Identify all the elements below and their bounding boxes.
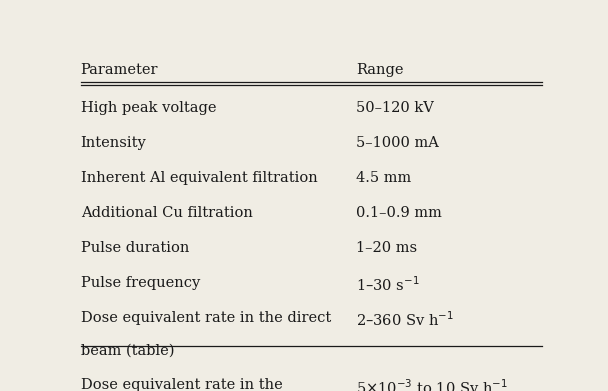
Text: Pulse duration: Pulse duration [81, 241, 189, 255]
Text: Range: Range [356, 63, 404, 77]
Text: Intensity: Intensity [81, 136, 147, 150]
Text: Inherent Al equivalent filtration: Inherent Al equivalent filtration [81, 171, 317, 185]
Text: 0.1–0.9 mm: 0.1–0.9 mm [356, 206, 442, 220]
Text: 4.5 mm: 4.5 mm [356, 171, 412, 185]
Text: Additional Cu filtration: Additional Cu filtration [81, 206, 252, 220]
Text: 5–1000 mA: 5–1000 mA [356, 136, 439, 150]
Text: High peak voltage: High peak voltage [81, 101, 216, 115]
Text: 1–30 s$^{-1}$: 1–30 s$^{-1}$ [356, 276, 420, 294]
Text: 50–120 kV: 50–120 kV [356, 101, 434, 115]
Text: 1–20 ms: 1–20 ms [356, 241, 418, 255]
Text: beam (table): beam (table) [81, 343, 174, 357]
Text: 5$\times$10$^{-3}$ to 10 Sv h$^{-1}$: 5$\times$10$^{-3}$ to 10 Sv h$^{-1}$ [356, 378, 508, 391]
Text: Dose equivalent rate in the direct: Dose equivalent rate in the direct [81, 311, 331, 325]
Text: Pulse frequency: Pulse frequency [81, 276, 200, 290]
Text: 2–360 Sv h$^{-1}$: 2–360 Sv h$^{-1}$ [356, 311, 454, 329]
Text: Dose equivalent rate in the: Dose equivalent rate in the [81, 378, 283, 391]
Text: Parameter: Parameter [81, 63, 158, 77]
